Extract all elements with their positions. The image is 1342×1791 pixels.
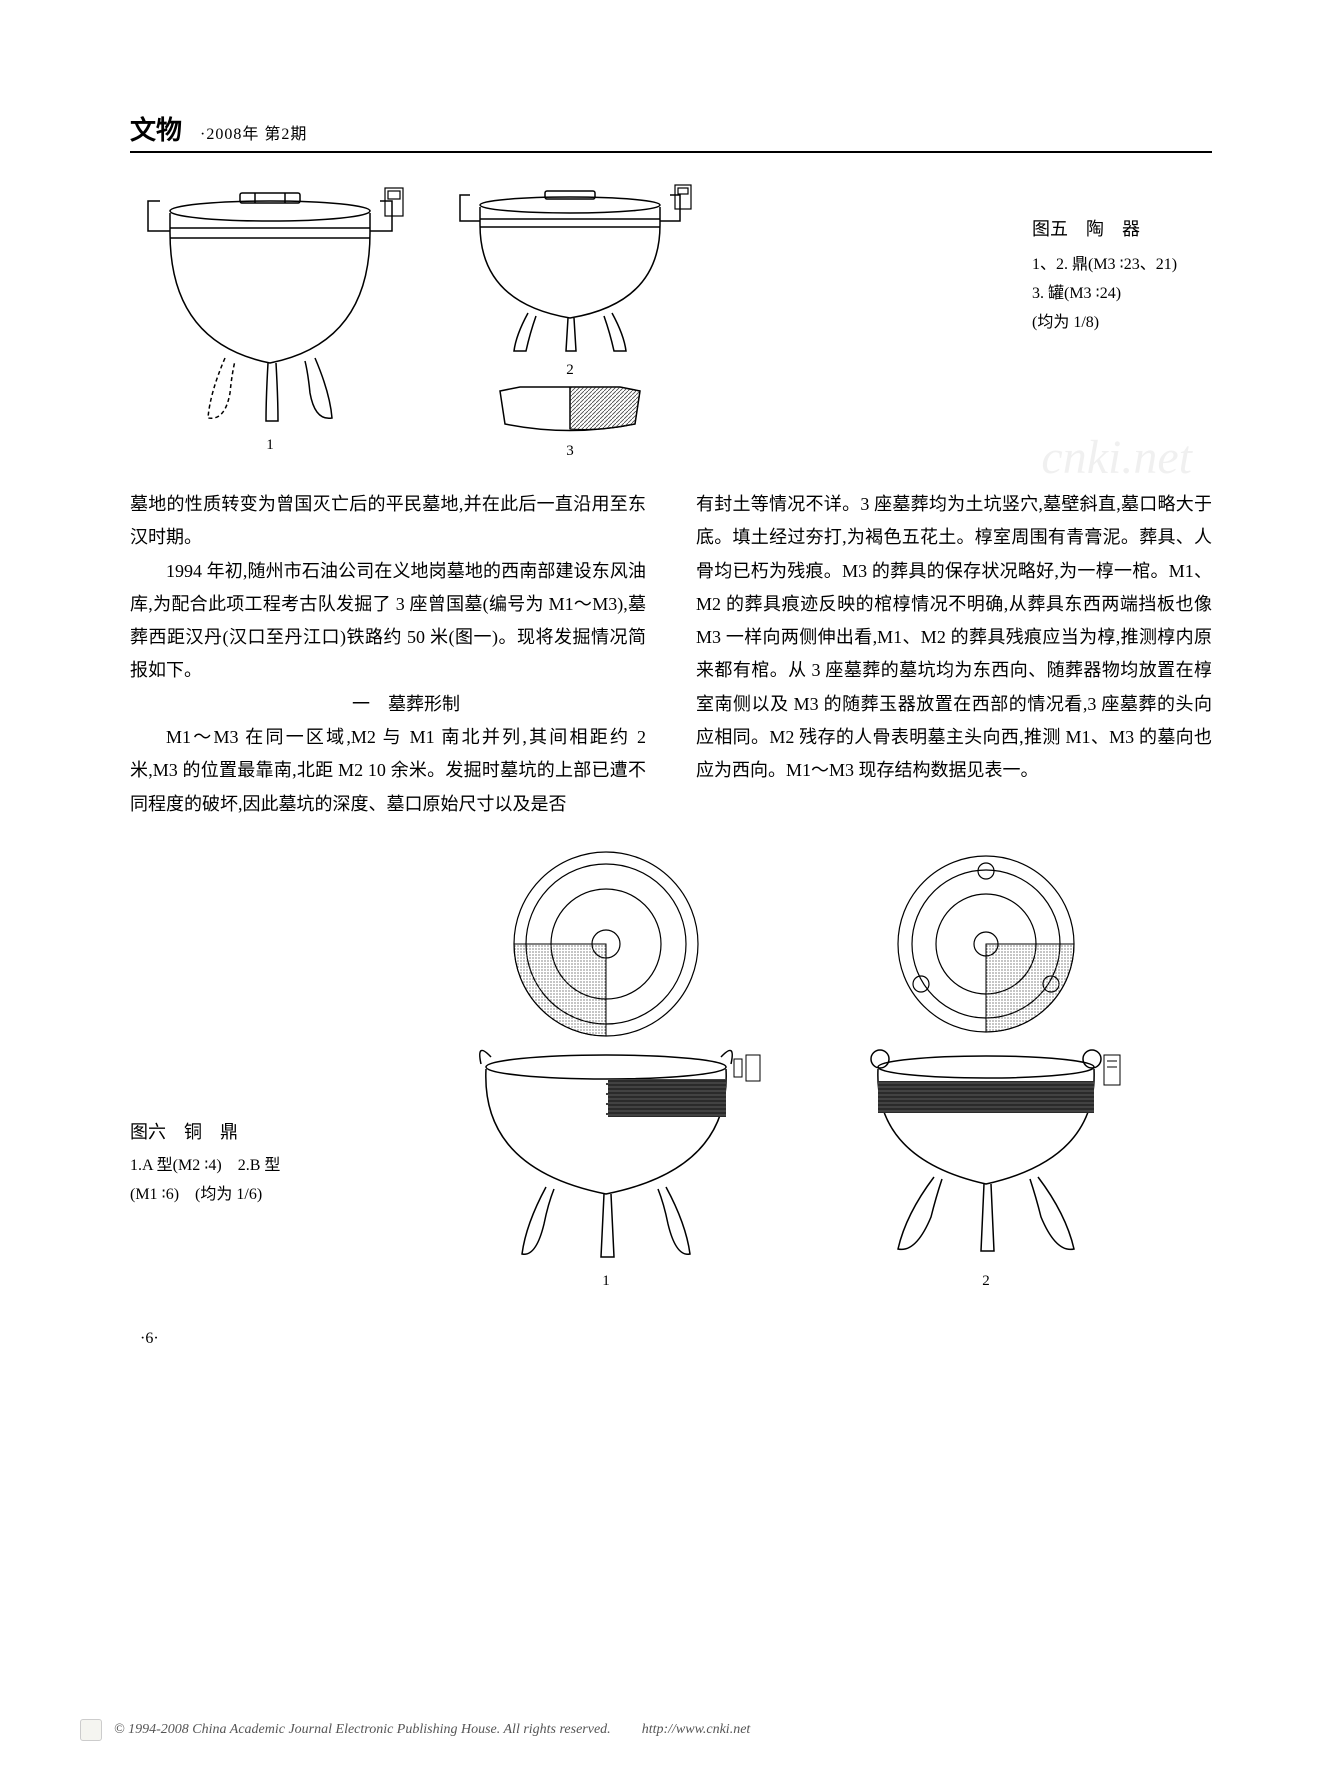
publisher-icon <box>80 1719 102 1741</box>
figure-5-caption: 图五 陶 器 1、2. 鼎(M3 ∶23、21) 3. 罐(M3 ∶24) (均… <box>1012 183 1212 460</box>
fig5-label-2: 2 <box>566 362 574 379</box>
fig5-vessel-2 <box>440 183 700 358</box>
footer-url: http://www.cnki.net <box>642 1722 751 1738</box>
left-column: 墓地的性质转变为曾国灭亡后的平民墓地,并在此后一直沿用至东汉时期。 1994 年… <box>130 488 646 821</box>
figure-6: 图六 铜 鼎 1.A 型(M2 ∶4) 2.B 型 (M1 ∶6) (均为 1/… <box>130 849 1212 1290</box>
page-number: ·6· <box>140 1330 1212 1348</box>
issue-info: ·2008年 第2期 <box>200 120 307 144</box>
fig5-vessel-1 <box>130 183 410 433</box>
fig5-caption-line2: 3. 罐(M3 ∶24) <box>1032 280 1212 309</box>
footer-copyright: © 1994-2008 China Academic Journal Elect… <box>114 1722 611 1738</box>
fig5-label-3: 3 <box>566 443 574 460</box>
fig6-label-1: 1 <box>602 1273 610 1290</box>
right-column: 有封土等情况不详。3 座墓葬均为土坑竖穴,墓壁斜直,墓口略大于底。填土经过夯打,… <box>696 488 1212 821</box>
fig5-caption-line1: 1、2. 鼎(M3 ∶23、21) <box>1032 251 1212 280</box>
fig6-caption-line1: 1.A 型(M2 ∶4) 2.B 型 <box>130 1152 340 1181</box>
left-p1: 墓地的性质转变为曾国灭亡后的平民墓地,并在此后一直沿用至东汉时期。 <box>130 488 646 555</box>
fig6-caption-line2: (M1 ∶6) (均为 1/6) <box>130 1181 340 1210</box>
footer: © 1994-2008 China Academic Journal Elect… <box>80 1719 1262 1741</box>
fig5-vessel-3 <box>460 379 680 439</box>
left-p2: 1994 年初,随州市石油公司在义地岗墓地的西南部建设东风油库,为配合此项工程考… <box>130 555 646 688</box>
figure-6-caption: 图六 铜 鼎 1.A 型(M2 ∶4) 2.B 型 (M1 ∶6) (均为 1/… <box>130 1116 340 1290</box>
fig5-caption-line3: (均为 1/8) <box>1032 309 1212 338</box>
page-header: 文物 ·2008年 第2期 <box>130 110 1212 153</box>
left-p3: M1～M3 在同一区域,M2 与 M1 南北并列,其间相距约 2 米,M3 的位… <box>130 721 646 821</box>
journal-name: 文物 <box>130 110 182 147</box>
fig5-title: 图五 陶 器 <box>1032 213 1212 245</box>
section-heading: 一 墓葬形制 <box>130 688 646 721</box>
figure-5: 1 <box>130 183 1212 460</box>
fig6-label-2: 2 <box>982 1273 990 1290</box>
fig5-label-1: 1 <box>266 437 274 454</box>
body-text: 墓地的性质转变为曾国灭亡后的平民墓地,并在此后一直沿用至东汉时期。 1994 年… <box>130 488 1212 821</box>
right-p1: 有封土等情况不详。3 座墓葬均为土坑竖穴,墓壁斜直,墓口略大于底。填土经过夯打,… <box>696 488 1212 788</box>
fig6-vessel-1 <box>436 849 776 1269</box>
fig6-vessel-2 <box>836 849 1136 1269</box>
fig6-title: 图六 铜 鼎 <box>130 1116 340 1148</box>
